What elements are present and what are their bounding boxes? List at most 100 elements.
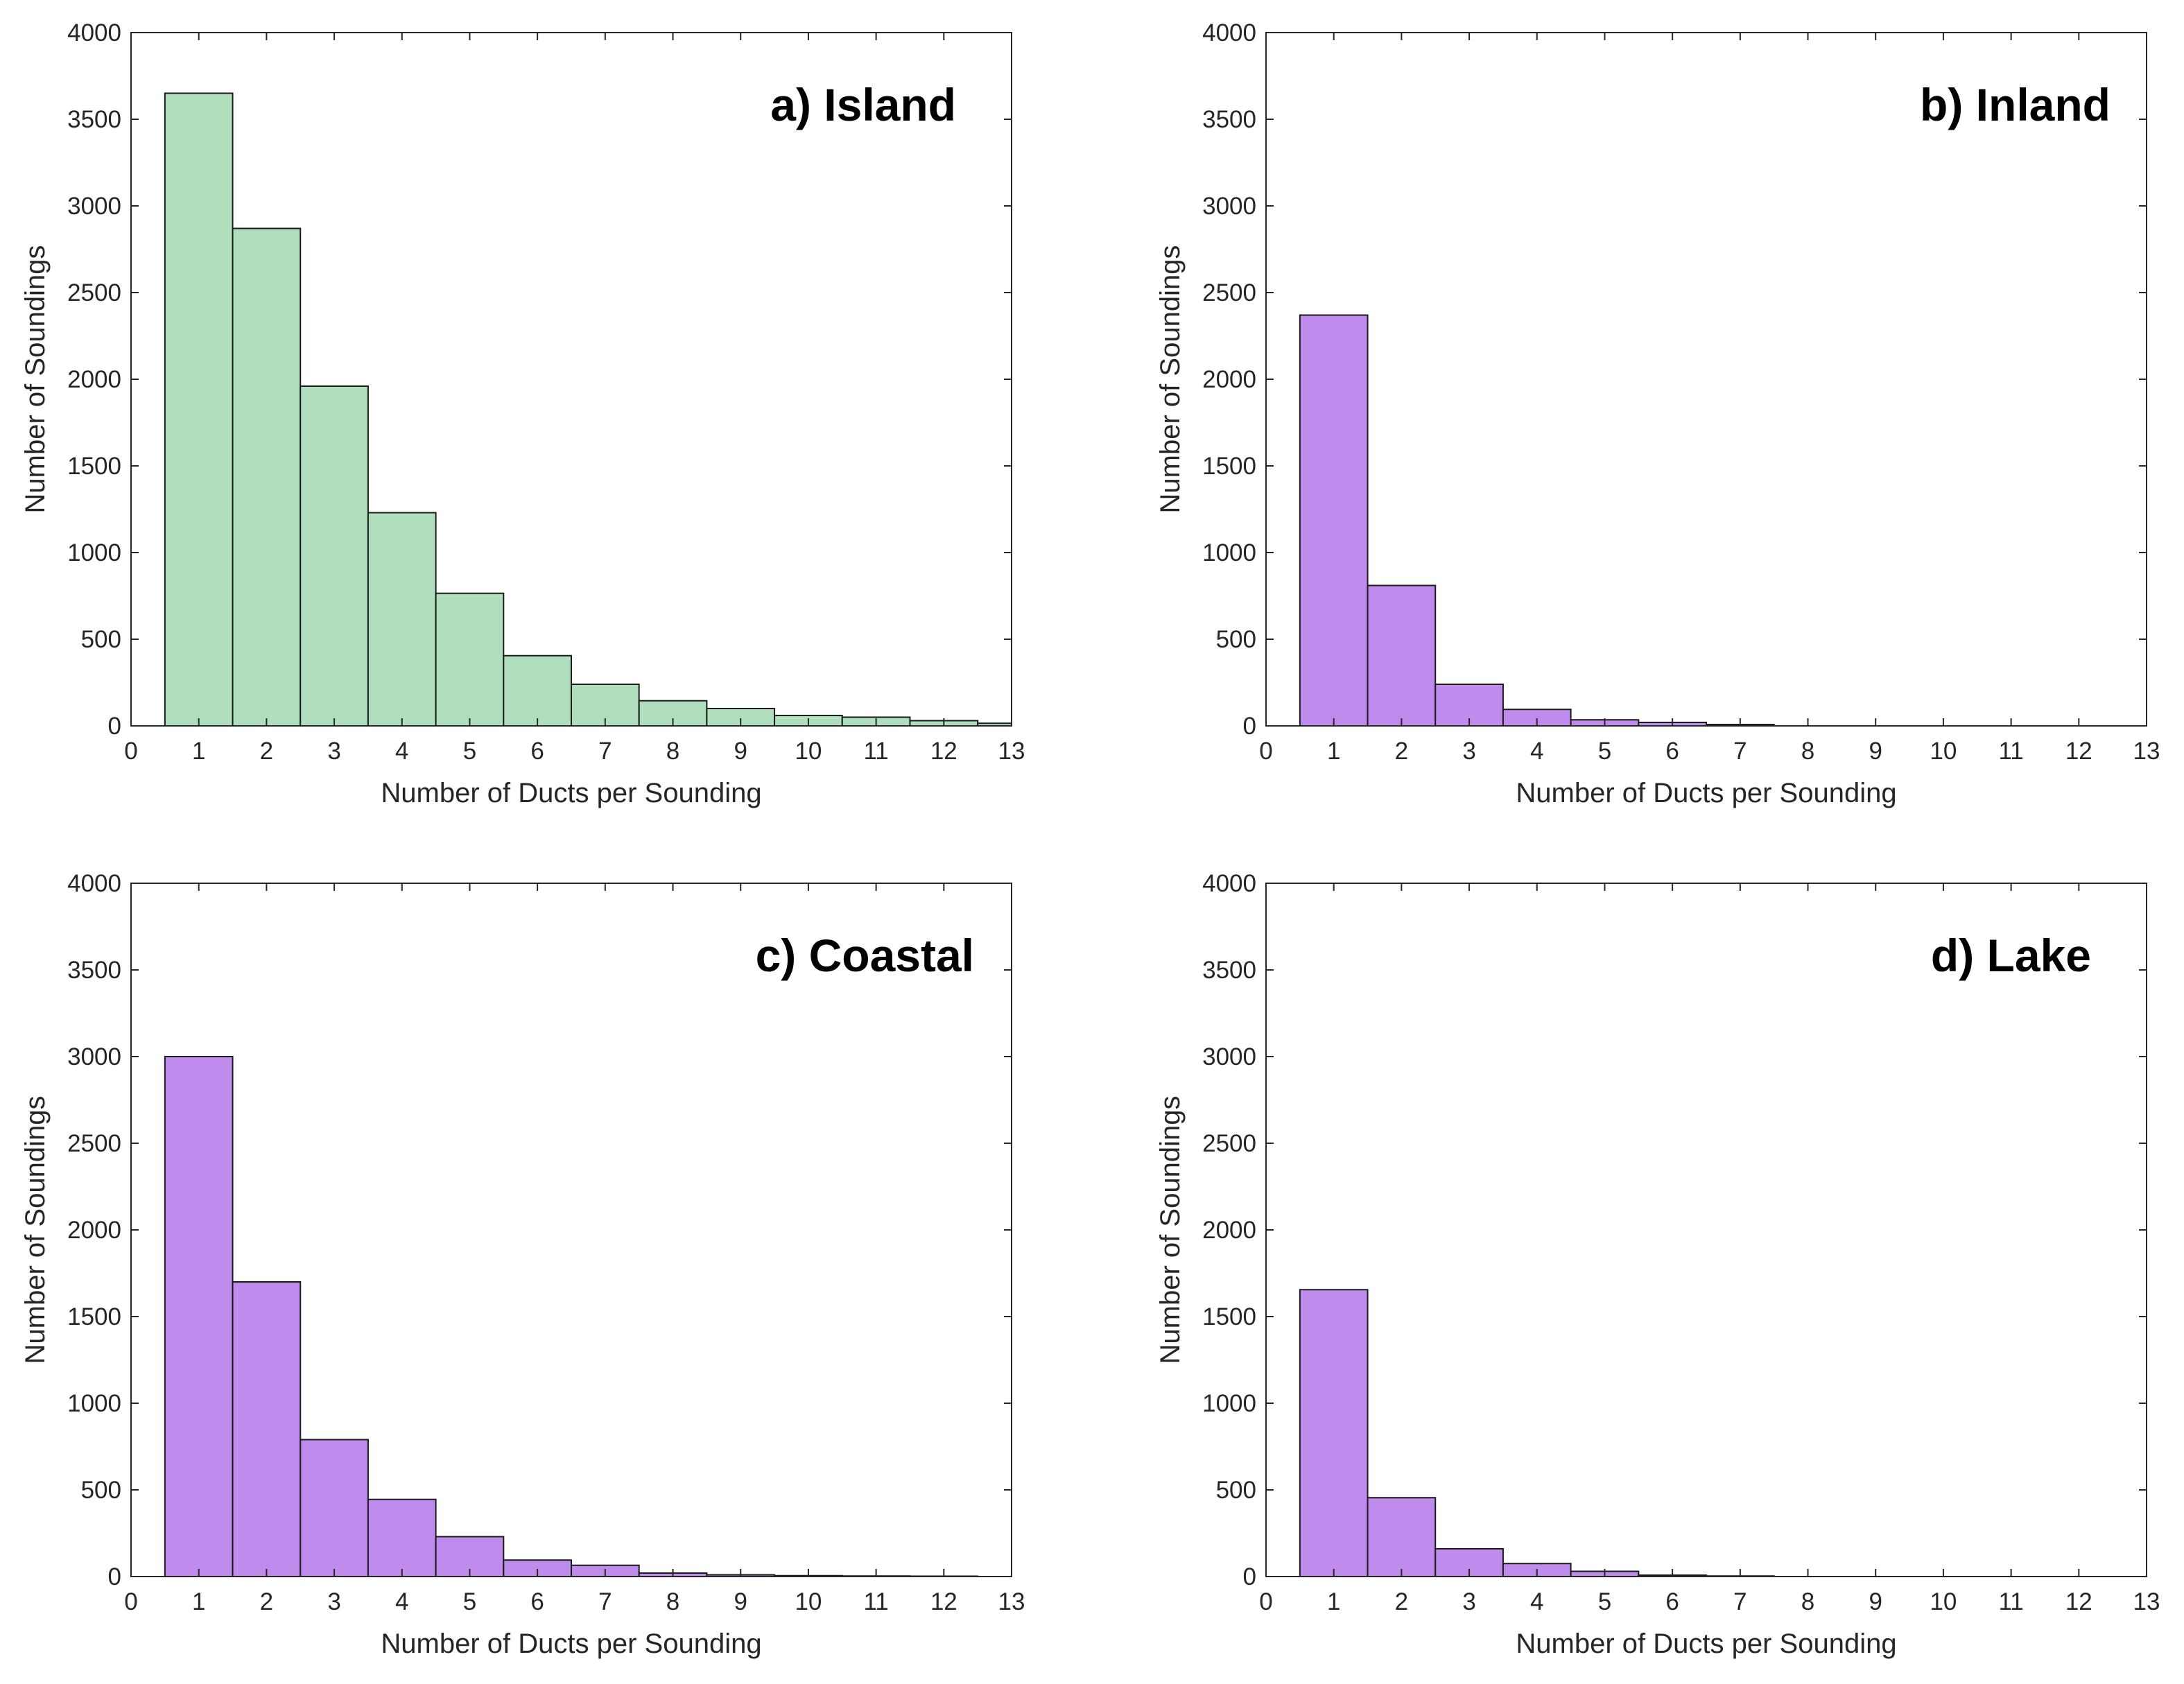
bars [164,1056,979,1577]
x-tick-label: 8 [1801,738,1814,765]
x-tick-label: 10 [1930,738,1957,765]
y-tick-label: 2000 [1202,366,1256,393]
x-tick-label: 5 [463,1588,476,1615]
x-tick-label: 7 [598,1588,612,1615]
y-tick-label: 2000 [67,1217,121,1244]
x-tick-label: 7 [1733,738,1747,765]
panel-title: c) Coastal [756,930,974,981]
x-tick-label: 9 [1869,1588,1882,1615]
y-tick-label: 1000 [1202,1390,1256,1417]
panel-title: a) Island [770,79,956,130]
x-tick-label: 2 [260,1588,273,1615]
x-tick-label: 13 [2133,1588,2160,1615]
y-tick-label: 1500 [67,453,121,480]
x-tick-label: 12 [930,1588,957,1615]
x-tick-label: 7 [598,738,612,765]
histogram-bar [164,92,234,727]
x-axis-label: Number of Ducts per Sounding [1516,778,1896,808]
y-tick-label: 1000 [1202,539,1256,566]
x-tick-label: 1 [192,1588,205,1615]
x-tick-label: 4 [395,738,408,765]
x-tick-label: 12 [2065,738,2092,765]
x-tick-label: 3 [327,738,340,765]
y-tick-label: 4000 [1202,870,1256,897]
panel-title: b) Inland [1920,79,2111,130]
y-tick-label: 500 [1216,626,1256,653]
y-tick-label: 1500 [67,1303,121,1330]
x-tick-label: 0 [124,738,137,765]
x-tick-label: 0 [124,1588,137,1615]
y-tick-label: 2500 [1202,279,1256,306]
panel-d-lake: 0 1 2 3 4 5 6 7 8 9 10 11 12 130500100015002000250030… [1155,870,2160,1659]
panel-title: d) Lake [1931,930,2091,981]
histogram-bar [1299,1289,1369,1577]
x-tick-label: 11 [1998,738,2023,765]
x-axis-label: Number of Ducts per Sounding [381,778,761,808]
y-tick-label: 3000 [67,193,121,220]
panel-b-inland: 0 1 2 3 4 5 6 7 8 9 10 11 12 130500100015002000250030… [1155,19,2160,808]
bars [164,92,1012,727]
x-tick-label: 3 [1462,1588,1475,1615]
y-tick-label: 1000 [67,539,121,566]
y-tick-label: 500 [81,1477,121,1504]
y-tick-label: 3000 [1202,1043,1256,1070]
x-tick-label: 10 [795,738,822,765]
x-tick-label: 8 [1801,1588,1814,1615]
histogram-bar [367,1498,437,1577]
x-tick-label: 1 [1327,1588,1340,1615]
panel-c-coastal: 0 1 2 3 4 5 6 7 8 9 10 11 12 130500100015002000250030… [20,870,1025,1659]
histogram-bar [1367,584,1437,727]
y-tick-label: 2000 [1202,1217,1256,1244]
x-tick-label: 7 [1733,1588,1747,1615]
y-tick-label: 3000 [1202,193,1256,220]
y-tick-label: 500 [81,626,121,653]
x-tick-label: 5 [1598,1588,1611,1615]
y-tick-label: 1000 [67,1390,121,1417]
x-tick-label: 12 [2065,1588,2092,1615]
x-tick-label: 4 [1530,1588,1543,1615]
x-axis-label: Number of Ducts per Sounding [1516,1629,1896,1659]
y-axis-label: Number of Soundings [20,245,51,514]
x-tick-label: 1 [1327,738,1340,765]
x-tick-label: 11 [863,1588,888,1615]
histogram-bar [300,1439,369,1577]
x-tick-label: 0 [1259,738,1272,765]
y-tick-label: 0 [1243,713,1256,740]
ticks: 0 1 2 3 4 5 6 7 8 9 10 11 12 130500100015002000250030… [1202,870,2160,1615]
y-tick-label: 3500 [1202,106,1256,133]
x-tick-label: 9 [1869,738,1882,765]
x-tick-label: 13 [2133,738,2160,765]
bars [1299,314,1775,727]
y-tick-label: 1500 [1202,453,1256,480]
y-tick-label: 500 [1216,1477,1256,1504]
y-tick-label: 3500 [1202,957,1256,984]
x-tick-label: 1 [192,738,205,765]
y-axis-label: Number of Soundings [1155,1096,1186,1364]
y-tick-label: 0 [1243,1563,1256,1590]
x-tick-label: 3 [1462,738,1475,765]
histogram-bar [300,385,369,727]
x-tick-label: 8 [666,1588,679,1615]
y-tick-label: 3500 [67,957,121,984]
x-tick-label: 9 [734,738,747,765]
ticks: 0 1 2 3 4 5 6 7 8 9 10 11 12 130500100015002000250030… [67,870,1025,1615]
x-tick-label: 13 [998,738,1025,765]
y-tick-label: 2500 [67,279,121,306]
histogram-bar [435,592,505,727]
y-tick-label: 0 [108,713,121,740]
x-tick-label: 12 [930,738,957,765]
y-tick-label: 2000 [67,366,121,393]
histogram-bar [164,1056,234,1577]
histogram-bar [503,654,572,727]
histogram-bar [232,1281,302,1577]
y-tick-label: 0 [108,1563,121,1590]
y-tick-label: 4000 [67,19,121,46]
x-tick-label: 4 [1530,738,1543,765]
x-tick-label: 6 [530,1588,544,1615]
plot-area [1266,883,2147,1577]
panel-a-island: 0 1 2 3 4 5 6 7 8 9 10 11 12 130500100015002000250030… [20,19,1025,808]
y-tick-label: 4000 [67,870,121,897]
histogram-bar [1299,314,1369,727]
x-tick-label: 11 [863,738,888,765]
